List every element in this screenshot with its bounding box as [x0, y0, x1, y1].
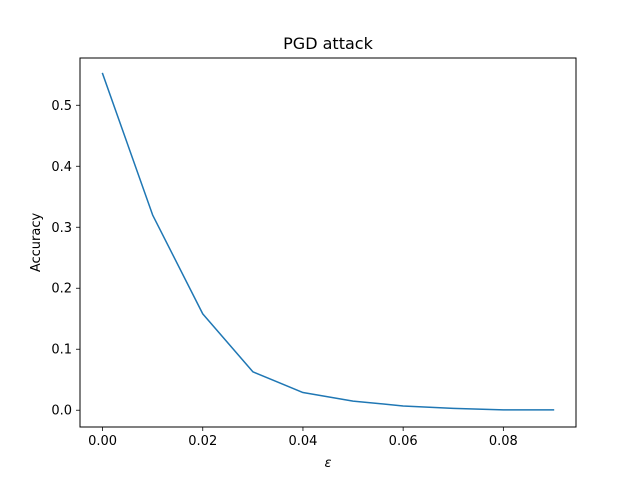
- y-axis: 0.0 0.1 0.2 0.3 0.4 0.5: [51, 99, 80, 419]
- x-tick-label: 0.06: [389, 434, 418, 449]
- series-line-0: [101, 72, 555, 411]
- y-tick-label: 0.2: [51, 282, 72, 297]
- x-axis-label: ε: [324, 456, 331, 471]
- plot-frame: [79, 57, 577, 428]
- y-tick-label: 0.0: [51, 404, 72, 419]
- x-tick-label: 0.00: [88, 434, 117, 449]
- y-tick-label: 0.1: [51, 343, 72, 358]
- x-tick-label: 0.08: [489, 434, 518, 449]
- x-axis: 0.00 0.02 0.04 0.06 0.08: [88, 427, 518, 449]
- y-tick-label: 0.5: [51, 99, 72, 114]
- series-layer: [101, 72, 555, 411]
- chart-title: PGD attack: [283, 34, 373, 53]
- y-axis-label: Accuracy: [29, 213, 44, 273]
- x-tick-label: 0.02: [188, 434, 217, 449]
- x-tick-label: 0.04: [288, 434, 317, 449]
- y-tick-label: 0.3: [51, 221, 72, 236]
- y-tick-label: 0.4: [51, 160, 72, 175]
